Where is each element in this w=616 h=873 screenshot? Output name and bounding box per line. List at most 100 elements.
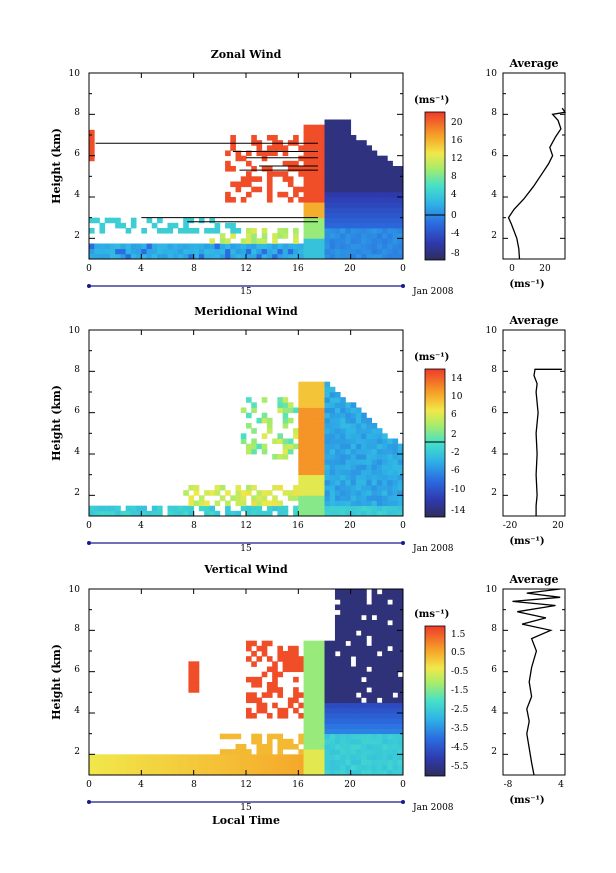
heatmap-cell	[272, 145, 278, 151]
heatmap-cell	[303, 459, 310, 465]
heatmap-cell	[376, 176, 383, 182]
heatmap-cell	[350, 723, 357, 729]
heatmap-cell	[334, 620, 341, 626]
heatmap-cell	[272, 671, 278, 678]
heatmap-cell	[340, 222, 346, 229]
heatmap-cell	[387, 769, 393, 776]
heatmap-cell	[361, 464, 367, 470]
heatmap-cell	[198, 253, 205, 260]
heatmap-cell	[371, 191, 378, 198]
heatmap-cell	[355, 713, 362, 719]
heatmap-cell	[355, 718, 362, 724]
heatmap-cell	[361, 671, 367, 678]
heatmap-cell	[230, 749, 236, 755]
heatmap-cell	[350, 630, 357, 636]
heatmap-cell	[350, 469, 357, 476]
heatmap-cell	[308, 212, 315, 219]
heatmap-cell	[266, 656, 273, 662]
heatmap-cell	[355, 589, 362, 595]
heatmap-cell	[136, 759, 142, 766]
heatmap-cell	[376, 228, 383, 234]
heatmap-cell	[361, 155, 367, 162]
heatmap-cell	[314, 490, 320, 496]
heatmap-cell	[308, 402, 315, 408]
heatmap-cell	[392, 620, 399, 626]
heatmap-cell	[334, 485, 341, 491]
heatmap-cell	[392, 207, 399, 213]
heatmap-cell	[361, 212, 367, 219]
heatmap-cell	[366, 614, 372, 621]
heatmap-cell	[151, 222, 158, 229]
heatmap-cell	[366, 707, 372, 714]
heatmap-cell	[115, 754, 121, 760]
heatmap-cell	[324, 640, 331, 647]
heatmap-cell	[345, 620, 352, 626]
heatmap-cell	[303, 443, 310, 450]
heatmap-cell	[340, 171, 346, 177]
heatmap-cell	[209, 759, 215, 766]
heatmap-cell	[136, 764, 142, 771]
heatmap-cell	[366, 505, 372, 512]
heatmap-cell	[235, 744, 242, 750]
heatmap-cell	[382, 207, 388, 213]
heatmap-cell	[397, 197, 404, 203]
heatmap-cell	[251, 495, 257, 501]
heatmap-cell	[240, 495, 247, 501]
heatmap-cell	[397, 609, 404, 616]
heatmap-cell	[329, 495, 336, 501]
heatmap-cell	[397, 604, 404, 611]
heatmap-cell	[382, 614, 388, 621]
heatmap-cell	[277, 769, 284, 776]
heatmap-cell	[340, 397, 346, 403]
colorbar-tick: -3.5	[451, 724, 469, 734]
heatmap-cell	[298, 764, 304, 771]
colorbar-tick: -2	[451, 448, 460, 458]
heatmap-cell	[387, 749, 393, 755]
heatmap-cell	[188, 759, 195, 766]
heatmap-cell	[293, 228, 299, 234]
heatmap-cell	[350, 764, 357, 771]
heatmap-cell	[334, 490, 341, 496]
heatmap-cell	[355, 428, 362, 434]
heatmap-cell	[350, 682, 357, 688]
heatmap-cell	[366, 754, 372, 760]
heatmap-cell	[125, 253, 132, 260]
heatmap-cell	[261, 233, 268, 239]
heatmap-cell	[319, 253, 325, 260]
heatmap-cell	[319, 744, 325, 750]
heatmap-zonal	[88, 72, 404, 260]
heatmap-cell	[340, 217, 346, 224]
heatmap-cell	[188, 676, 195, 683]
heatmap-cell	[272, 233, 278, 239]
heatmap-cell	[188, 510, 195, 517]
heatmap-cell	[298, 733, 304, 740]
heatmap-cell	[230, 222, 236, 229]
heatmap-cell	[382, 510, 388, 517]
heatmap-cell	[162, 759, 168, 766]
heatmap-cell	[277, 407, 284, 414]
heatmap-cell	[397, 443, 404, 450]
heatmap-cell	[361, 428, 367, 434]
heatmap-cell	[308, 176, 315, 182]
heatmap-cell	[282, 438, 289, 445]
colorbar-meridional: (ms⁻¹) 14 10 6 2 -2 -6 -10 -14	[414, 352, 466, 518]
heatmap-cell	[371, 176, 378, 182]
heatmap-cell	[293, 661, 299, 667]
heatmap-cell	[397, 202, 404, 208]
heatmap-cell	[151, 253, 158, 260]
heatmap-cell	[350, 625, 357, 631]
heatmap-cell	[397, 589, 404, 595]
heatmap-cell	[261, 769, 268, 776]
heatmap-cell	[350, 754, 357, 760]
heatmap-cell	[382, 609, 388, 616]
heatmap-cell	[376, 222, 383, 229]
heatmap-cell	[376, 733, 383, 740]
heatmap-cell	[209, 248, 215, 255]
heatmap-cell	[266, 135, 273, 141]
profile-frame	[502, 588, 566, 776]
heatmap-cell	[382, 651, 388, 657]
heatmap-cell	[172, 505, 179, 512]
heatmap-cell	[266, 500, 273, 507]
heatmap-cell	[240, 744, 247, 750]
heatmap-cell	[287, 248, 294, 255]
